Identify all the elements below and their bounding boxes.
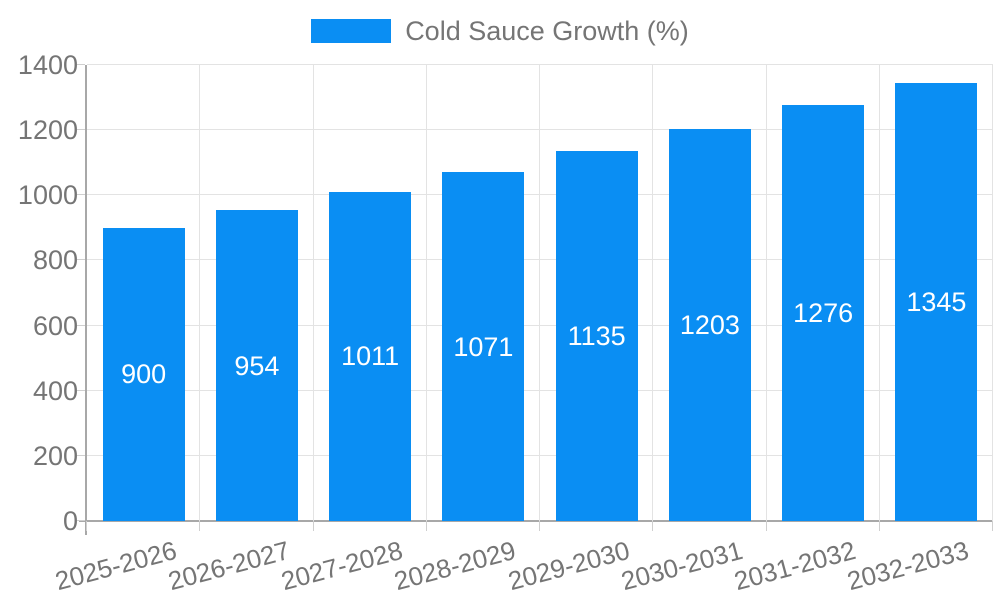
legend-swatch	[311, 19, 392, 43]
gridline-x	[539, 65, 540, 521]
bar-2030-2031[interactable]: 1203	[668, 129, 751, 521]
y-axis-tick-label: 0	[62, 506, 78, 536]
gridline-y	[87, 454, 993, 456]
legend-item[interactable]: Cold Sauce Growth (%)	[311, 16, 689, 46]
y-axis-tick	[77, 520, 85, 521]
y-axis-tick-label: 800	[32, 245, 78, 276]
bar-2031-2032[interactable]: 1276	[782, 105, 865, 521]
plot-area: 900 954 1011 1071 1135 1203 1276 1345	[77, 64, 993, 535]
bar-value-label: 1345	[906, 286, 967, 317]
bar-value-label: 1203	[679, 310, 740, 341]
y-axis-tick-label: 1000	[17, 180, 78, 211]
gridline-x	[425, 65, 427, 521]
y-axis-tick-label: 200	[32, 440, 78, 471]
bar-value-label: 900	[121, 359, 167, 390]
x-axis-tick	[86, 521, 87, 531]
x-axis-tick	[312, 521, 314, 531]
gridline-x	[992, 65, 993, 521]
gridline-y	[87, 64, 993, 65]
y-axis-tick-label: 600	[32, 310, 78, 341]
x-axis-tick	[878, 521, 880, 531]
gridline-y	[87, 194, 993, 196]
bar-value-label: 954	[234, 350, 280, 381]
bar-value-label: 1011	[341, 341, 400, 372]
gridline-y	[87, 389, 993, 391]
gridline-x	[199, 65, 201, 521]
bar-2027-2028[interactable]: 1011	[329, 191, 412, 521]
gridline-x	[765, 65, 767, 521]
gridline-y	[87, 129, 993, 131]
legend: Cold Sauce Growth (%)	[0, 16, 1000, 46]
x-axis-tick	[539, 521, 540, 531]
legend-label: Cold Sauce Growth (%)	[405, 16, 689, 46]
bar-value-label: 1135	[567, 321, 626, 352]
y-axis-tick-label: 1200	[17, 115, 78, 146]
bar-value-label: 1071	[453, 331, 514, 362]
x-axis-tick	[765, 521, 767, 531]
y-axis-tick	[77, 259, 85, 261]
x-axis-tick	[425, 521, 427, 531]
gridline-y	[87, 324, 993, 326]
bar-2028-2029[interactable]: 1071	[442, 172, 525, 521]
bar-2026-2027[interactable]: 954	[215, 210, 298, 521]
gridline-x	[312, 65, 314, 521]
y-axis-tick	[77, 129, 85, 131]
x-axis-tick	[199, 521, 201, 531]
bar-2032-2033[interactable]: 1345	[895, 82, 978, 521]
y-axis-line	[85, 65, 87, 535]
gridline-y	[87, 259, 993, 261]
bar-2029-2030[interactable]: 1135	[555, 151, 638, 521]
y-axis-tick	[77, 64, 85, 65]
y-axis-tick-label: 400	[32, 375, 78, 406]
x-axis-tick	[992, 521, 993, 531]
y-axis-tick	[77, 194, 85, 196]
y-axis-tick	[77, 454, 85, 456]
x-axis-line	[79, 520, 993, 522]
y-axis-tick	[77, 324, 85, 326]
gridline-x	[652, 65, 654, 521]
bar-2025-2026[interactable]: 900	[102, 227, 185, 521]
x-axis-tick	[652, 521, 654, 531]
y-axis-tick	[77, 389, 85, 391]
y-axis-tick-label: 1400	[17, 50, 78, 80]
bar-value-label: 1276	[793, 298, 854, 329]
gridline-x	[878, 65, 880, 521]
